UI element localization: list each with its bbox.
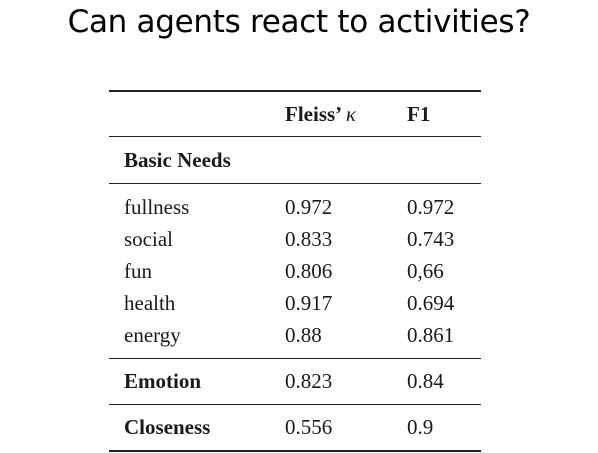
row-f1: 0.694 <box>407 291 455 315</box>
row-kappa: 0.917 <box>285 291 333 315</box>
table-row: fullness 0.972 0.972 <box>109 191 481 223</box>
section-basic-needs: Basic Needs <box>109 137 481 183</box>
table-bottom-rule <box>109 450 481 452</box>
emotion-kappa: 0.823 <box>285 369 333 393</box>
closeness-top-rule <box>109 404 481 405</box>
header-fleiss-kappa: Fleiss’ κ <box>285 102 356 126</box>
header-rule <box>109 136 481 137</box>
emotion-top-rule <box>109 358 481 359</box>
row-kappa: 0.833 <box>285 227 333 251</box>
closeness-f1: 0.9 <box>407 415 434 439</box>
results-table: Fleiss’ κ F1 Basic Needs fullness 0.972 … <box>109 90 481 452</box>
row-name: fun <box>124 259 152 283</box>
table-row: social 0.833 0.743 <box>109 223 481 255</box>
section-label: Basic Needs <box>124 148 231 172</box>
emotion-label: Emotion <box>124 369 202 393</box>
row-f1: 0,66 <box>407 259 444 283</box>
row-kappa: 0.806 <box>285 259 333 283</box>
slide-title: Can agents react to activities? <box>67 4 531 40</box>
table-top-rule <box>109 90 481 92</box>
closeness-label: Closeness <box>124 415 211 439</box>
table-row-closeness: Closeness 0.556 0.9 <box>109 405 481 450</box>
row-name: social <box>124 227 173 251</box>
kappa-symbol: κ <box>345 102 356 126</box>
table-row: energy 0.88 0.861 <box>109 319 481 351</box>
header-f1: F1 <box>407 102 431 126</box>
row-name: health <box>124 291 176 315</box>
row-f1: 0.743 <box>407 227 455 251</box>
closeness-kappa: 0.556 <box>285 415 333 439</box>
table-row: fun 0.806 0,66 <box>109 255 481 287</box>
row-f1: 0.972 <box>407 195 455 219</box>
table-header-row: Fleiss’ κ F1 <box>109 92 481 136</box>
section-rule <box>109 183 481 184</box>
table-row-emotion: Emotion 0.823 0.84 <box>109 359 481 404</box>
row-kappa: 0.972 <box>285 195 333 219</box>
emotion-f1: 0.84 <box>407 369 444 393</box>
table-row: health 0.917 0.694 <box>109 287 481 319</box>
row-name: energy <box>124 323 181 347</box>
row-f1: 0.861 <box>407 323 455 347</box>
row-name: fullness <box>124 195 190 219</box>
row-kappa: 0.88 <box>285 323 322 347</box>
